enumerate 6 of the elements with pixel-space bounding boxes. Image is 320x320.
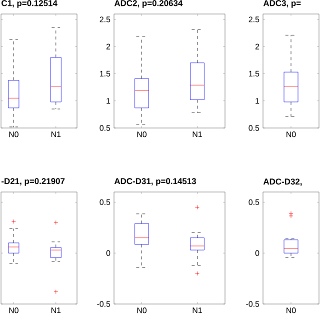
chart-title: -D21, p=0.21907 [2,178,65,186]
chart-title: ADC-D32, [263,178,302,186]
chart-title: ADC3, p= [263,0,301,8]
chart-title: ADC2, p=0.20634 [114,0,183,8]
chart-title: C1, p=0.12514 [2,0,58,8]
chart-title: ADC-D31, p=0.14513 [114,178,196,186]
